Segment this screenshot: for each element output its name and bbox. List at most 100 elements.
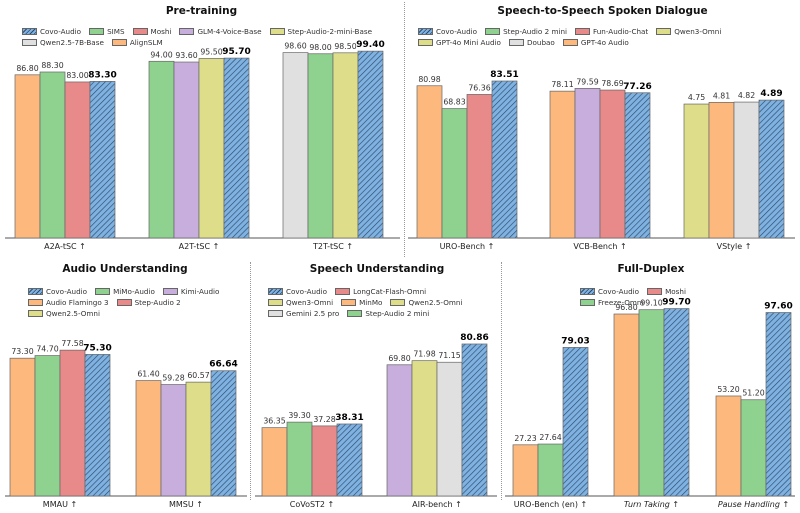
legend-label: Qwen2.5-Omni — [408, 298, 463, 307]
legend-item: Covo-Audio — [580, 287, 639, 296]
value-label: 77.58 — [61, 339, 83, 348]
bar — [332, 52, 359, 239]
value-label: 95.70 — [222, 47, 250, 57]
legend-item: AlignSLM — [111, 38, 163, 47]
legend-swatch — [418, 39, 433, 46]
x-tick-label: A2A-tSC ↑ — [44, 242, 86, 251]
legend-swatch — [341, 299, 357, 306]
legend-swatch — [335, 288, 351, 295]
bar — [357, 50, 384, 239]
legend-item: GPT-4o Mini Audio — [418, 38, 501, 47]
value-label: 61.40 — [137, 370, 159, 379]
value-label: 60.57 — [187, 371, 209, 380]
legend-label: GPT-4o Mini Audio — [436, 38, 501, 47]
bar — [173, 61, 200, 239]
legend: Covo-Audio Step-Audio 2 mini Fun-Audio-Cha… — [418, 27, 793, 47]
x-tick-label: VCB-Bench ↑ — [573, 242, 626, 251]
legend-item: Step-Audio-2-mini-Base — [269, 27, 372, 36]
bar — [336, 423, 363, 497]
panel-title: Speech-to-Speech Spoken Dialogue — [497, 5, 708, 17]
legend-item: Qwen3-Omni — [268, 298, 333, 307]
bar — [416, 85, 443, 239]
value-label: 95.50 — [200, 47, 222, 56]
legend-item: Covo-Audio — [22, 27, 81, 36]
legend-label: Covo-Audio — [40, 27, 82, 36]
panel-divider-top — [404, 2, 405, 257]
legend-swatch — [22, 39, 37, 46]
legend-swatch — [580, 299, 595, 306]
bar — [733, 101, 760, 239]
legend-label: Kimi-Audio — [180, 287, 220, 296]
panel-title: Full-Duplex — [617, 263, 685, 275]
legend-swatch — [268, 299, 283, 306]
value-label: 78.11 — [551, 80, 573, 89]
x-tick-label: URO-Bench (en) ↑ — [514, 500, 588, 509]
legend-item: Fun-Audio-Chat — [575, 27, 648, 36]
value-label: 27.23 — [514, 434, 536, 443]
legend-item: Covo-Audio — [268, 287, 327, 296]
legend-item: MiMo-Audio — [95, 287, 155, 296]
legend-item: Qwen2.5-Omni — [390, 298, 462, 307]
bar — [89, 81, 116, 239]
bar — [286, 421, 313, 497]
x-tick-label: Pause Handling ↑ — [718, 500, 789, 509]
panel-divider-bottom-left — [250, 262, 251, 500]
value-label: 4.82 — [738, 91, 755, 100]
value-label: 79.59 — [576, 77, 598, 86]
legend-swatch — [116, 299, 132, 306]
value-label: 79.03 — [561, 336, 589, 346]
panel-title: Pre-training — [165, 5, 238, 17]
bar — [59, 349, 86, 497]
value-label: 4.89 — [760, 89, 782, 99]
legend: Covo-Audio LongCat-Flash-Omni Qwen3-Omni Mi… — [268, 287, 493, 318]
legend-item: Gemini 2.5 pro — [268, 309, 339, 318]
bar — [39, 71, 66, 239]
legend-item: Doubao — [508, 38, 555, 47]
legend-label: Fun-Audio-Chat — [593, 27, 649, 36]
value-label: 94.00 — [150, 50, 172, 59]
value-label: 83.51 — [490, 70, 518, 80]
legend-swatch — [95, 288, 111, 295]
bar — [160, 384, 187, 497]
bar — [9, 357, 36, 497]
legend-swatch — [269, 28, 285, 35]
value-label: 75.30 — [83, 343, 111, 353]
legend-label: Covo-Audio — [286, 287, 328, 296]
bar — [715, 395, 742, 497]
legend-item: GPT-4o Audio — [562, 38, 629, 47]
bar — [148, 60, 175, 239]
bar — [740, 399, 767, 497]
legend-swatch — [111, 39, 127, 46]
value-label: 83.30 — [88, 70, 116, 80]
legend-label: Qwen3-Omni — [286, 298, 334, 307]
value-label: 97.60 — [764, 302, 792, 312]
bar — [135, 380, 162, 497]
panel-title: Speech Understanding — [309, 263, 445, 275]
value-label: 99.10 — [640, 299, 662, 308]
legend-swatch — [179, 28, 195, 35]
bar — [34, 355, 61, 497]
value-label: 4.75 — [688, 93, 705, 102]
x-tick-label: T2T-tSC ↑ — [312, 242, 353, 251]
value-label: 38.31 — [335, 413, 363, 423]
bar — [441, 108, 468, 239]
value-label: 83.00 — [66, 71, 88, 80]
bar — [537, 443, 564, 497]
bar — [663, 308, 690, 497]
value-label: 98.60 — [284, 42, 306, 51]
bar — [311, 425, 338, 497]
legend-swatch — [28, 288, 43, 295]
bar — [683, 103, 710, 239]
bar — [461, 343, 488, 497]
value-label: 80.86 — [460, 333, 488, 343]
bar — [261, 427, 288, 497]
legend: Covo-Audio SIMS Moshi GLM-4-Voice-Base Step-… — [22, 27, 392, 47]
bar — [223, 57, 250, 239]
value-label: 77.26 — [623, 82, 651, 92]
x-tick-label: CoVoST2 ↑ — [290, 500, 335, 509]
value-label: 74.70 — [36, 345, 58, 354]
value-label: 98.00 — [309, 43, 331, 52]
legend-label: Qwen2.5-Omni — [46, 309, 100, 318]
legend-label: SIMS — [107, 27, 125, 36]
